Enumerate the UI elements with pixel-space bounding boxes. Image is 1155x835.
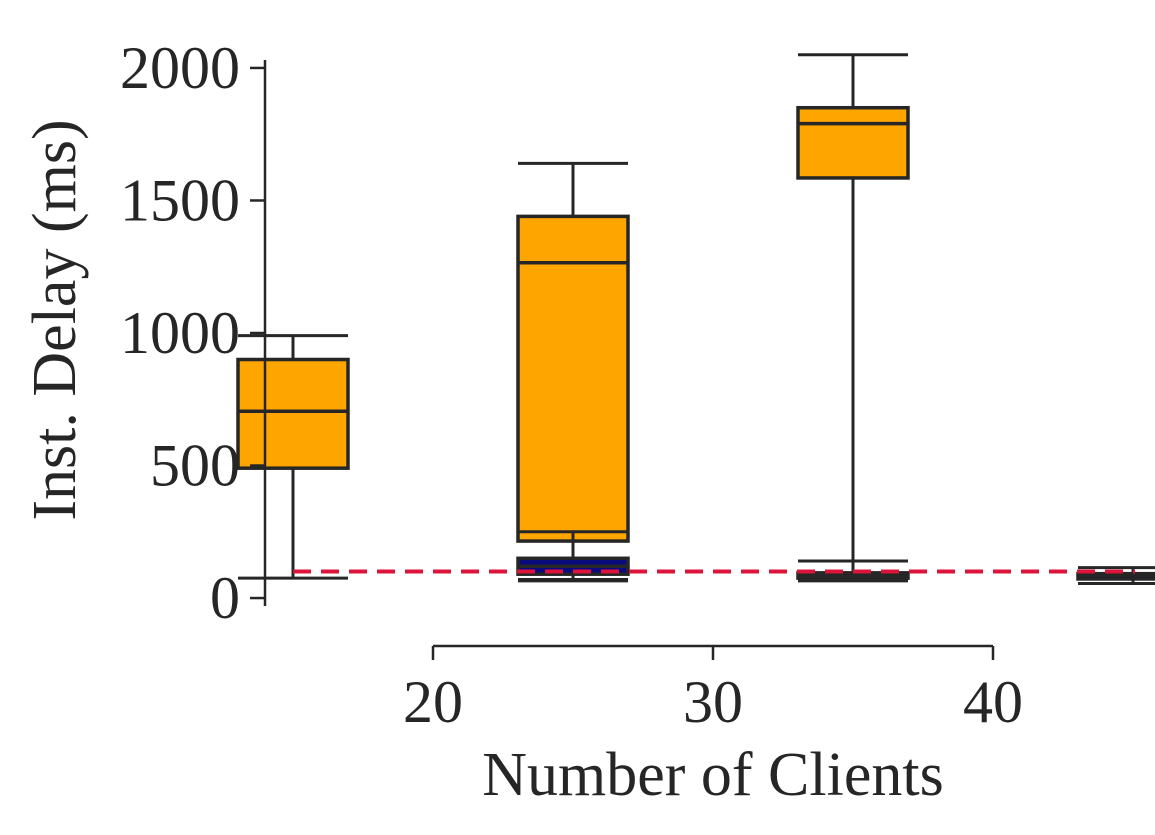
y-tick-label: 1000	[120, 300, 240, 366]
iqr-box	[796, 105, 910, 180]
box-30-series-1	[516, 161, 630, 581]
y-tick-label: 1500	[120, 167, 240, 233]
iqr-box	[516, 214, 630, 543]
y-axis-ticks: 0 500 1000 1500 2000	[120, 35, 265, 631]
box-30-series-2	[796, 559, 910, 583]
x-tick-label: 30	[683, 669, 743, 735]
plot-area	[236, 53, 1155, 585]
x-tick-label: 20	[403, 669, 463, 735]
box-20-series-1	[236, 334, 350, 580]
y-tick-label: 2000	[120, 35, 240, 101]
iqr-box	[236, 357, 350, 470]
x-axis-ticks: 20 30 40	[403, 646, 1023, 735]
box-40-series-1	[796, 53, 910, 575]
x-axis-title: Number of Clients	[482, 741, 944, 809]
x-tick-label: 40	[963, 669, 1023, 735]
y-tick-label: 500	[150, 433, 240, 499]
y-tick-label: 0	[210, 565, 240, 631]
y-axis-title: Inst. Delay (ms)	[21, 119, 89, 520]
